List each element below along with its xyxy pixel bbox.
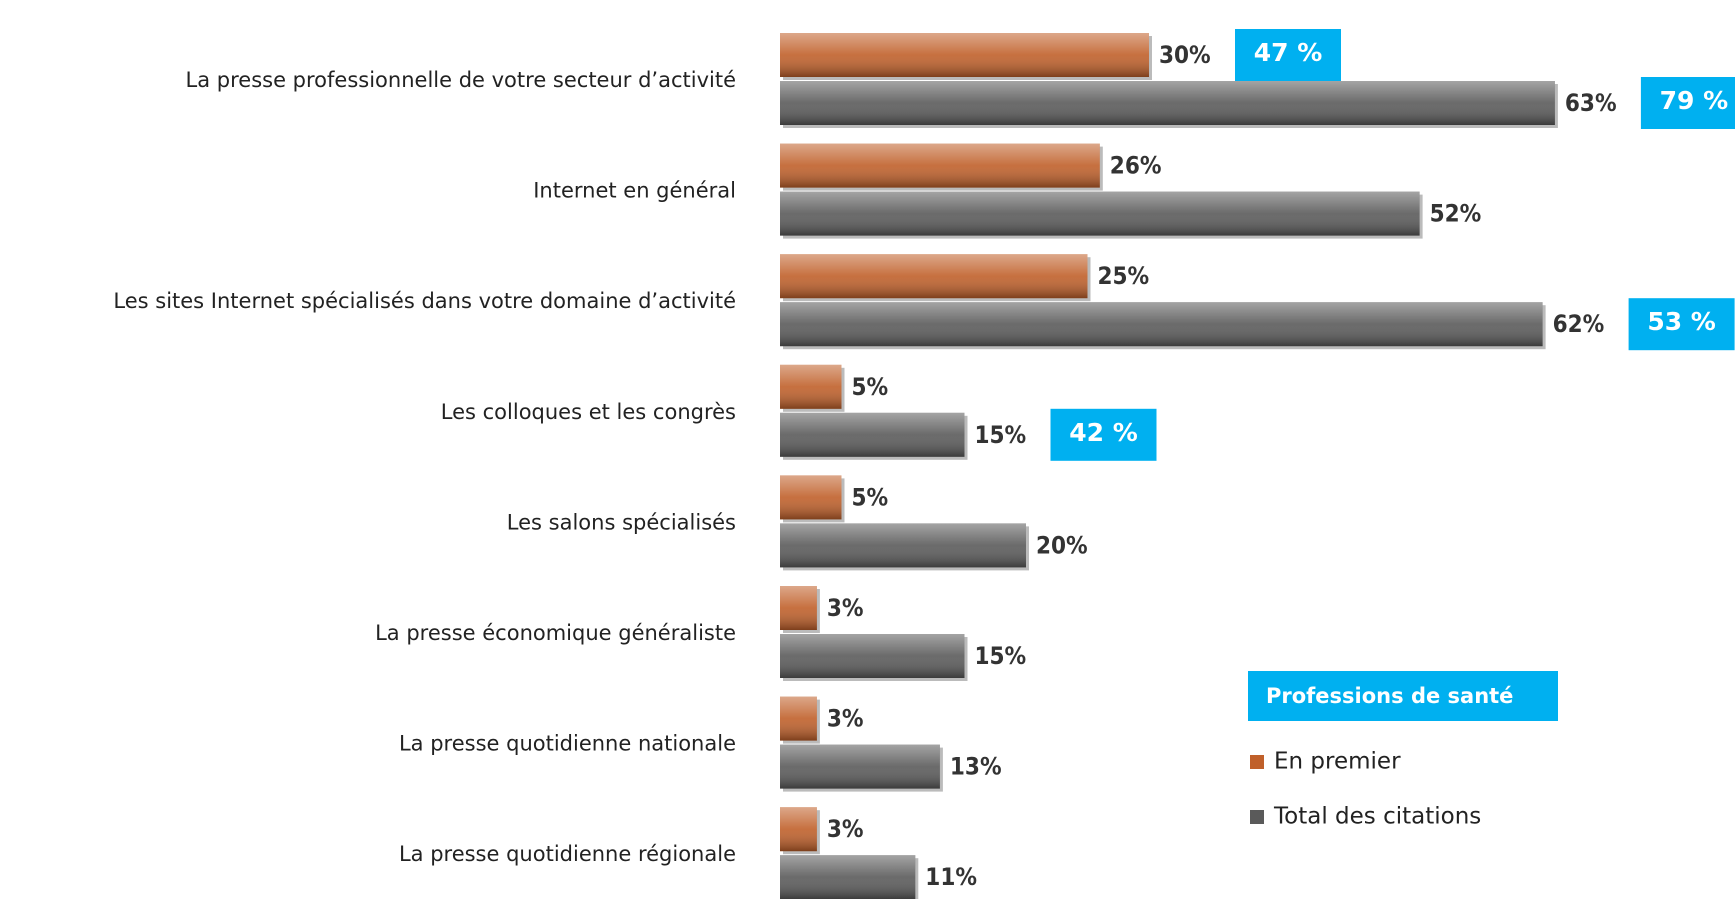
callout: 42 %: [1069, 418, 1138, 447]
callout-box: [1050, 408, 1157, 461]
callout: 53 %: [1647, 307, 1716, 336]
value-label: 62%: [1553, 310, 1605, 338]
legend-swatch: [1250, 810, 1264, 824]
bar-shine: [780, 744, 940, 789]
bar-shine: [780, 412, 965, 457]
legend-swatch: [1250, 755, 1264, 769]
category-label: La presse quotidienne nationale: [399, 732, 736, 756]
legend-label: Total des citations: [1273, 804, 1481, 830]
value-label: 13%: [950, 753, 1002, 781]
category-label: La presse professionnelle de votre secte…: [186, 68, 736, 92]
bar-shine: [780, 364, 842, 409]
category-label: La presse quotidienne régionale: [399, 842, 736, 866]
callout-box: [1628, 298, 1735, 351]
value-label: 52%: [1430, 200, 1482, 228]
legend-title: Professions de santé: [1266, 684, 1513, 708]
callout: 79 %: [1660, 86, 1729, 115]
value-label: 25%: [1098, 262, 1150, 290]
value-label: 3%: [827, 705, 864, 733]
value-label: 30%: [1159, 41, 1211, 69]
legend-title-box: [1248, 671, 1558, 721]
bar-shine: [780, 81, 1555, 125]
callout: 47 %: [1254, 38, 1323, 67]
bar-shine: [780, 855, 916, 899]
bar-shine: [780, 807, 817, 852]
category-label: La presse économique généraliste: [375, 621, 736, 645]
legend-label: En premier: [1274, 749, 1401, 775]
category-label: Internet en général: [533, 179, 736, 203]
callout-box: [1235, 29, 1341, 81]
category-label: Les sites Internet spécialisés dans votr…: [113, 289, 736, 313]
value-label: 20%: [1036, 531, 1088, 559]
bar-shine: [780, 302, 1543, 347]
bar-shine: [780, 33, 1149, 77]
bar-shine: [780, 634, 965, 678]
value-label: 15%: [975, 421, 1027, 449]
value-label: 63%: [1565, 89, 1617, 117]
value-label: 5%: [852, 373, 889, 401]
callout-box: [1640, 77, 1735, 129]
bar-shine: [780, 523, 1026, 568]
category-label: Les salons spécialisés: [507, 510, 736, 534]
value-label: 5%: [852, 483, 889, 511]
value-label: 3%: [827, 594, 864, 622]
bar-shine: [780, 586, 817, 630]
value-label: 15%: [975, 642, 1027, 670]
value-label: 11%: [925, 863, 977, 891]
value-label: 3%: [827, 815, 864, 843]
bar-shine: [780, 143, 1100, 188]
bar-shine: [780, 254, 1088, 299]
bar-shine: [780, 475, 842, 520]
category-label: Les colloques et les congrès: [441, 400, 736, 424]
bar-shine: [780, 696, 817, 741]
bar-shine: [780, 191, 1420, 236]
value-label: 26%: [1110, 152, 1162, 180]
